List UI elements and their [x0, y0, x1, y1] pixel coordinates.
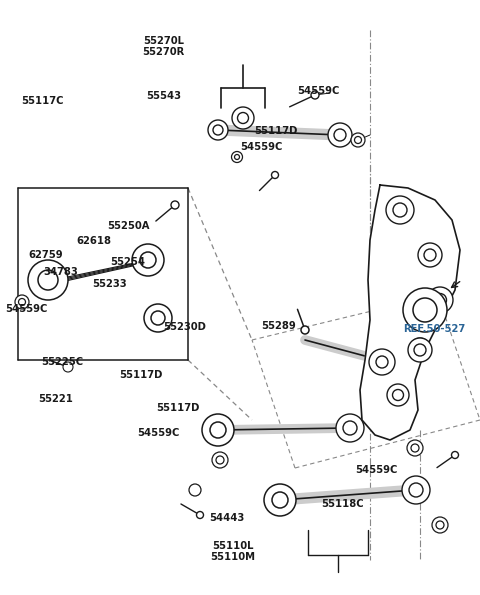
Text: 55118C: 55118C: [322, 499, 364, 509]
Circle shape: [343, 421, 357, 435]
Circle shape: [393, 203, 407, 217]
Circle shape: [393, 390, 404, 400]
Circle shape: [436, 521, 444, 529]
Text: 55110L
55110M: 55110L 55110M: [210, 541, 255, 562]
Circle shape: [19, 299, 25, 305]
Circle shape: [409, 483, 423, 497]
Circle shape: [311, 91, 319, 99]
Circle shape: [212, 452, 228, 468]
Circle shape: [408, 338, 432, 362]
Circle shape: [452, 452, 458, 459]
Text: 55221: 55221: [38, 394, 72, 403]
Circle shape: [407, 440, 423, 456]
Circle shape: [232, 107, 254, 129]
Polygon shape: [360, 185, 460, 440]
Circle shape: [414, 344, 426, 356]
Circle shape: [196, 512, 204, 518]
Text: 55117D: 55117D: [156, 403, 199, 414]
Circle shape: [144, 304, 172, 332]
Text: 54443: 54443: [209, 513, 244, 522]
Circle shape: [415, 343, 425, 353]
Circle shape: [427, 287, 453, 313]
Text: 55117D: 55117D: [254, 126, 298, 136]
Text: 55117D: 55117D: [119, 370, 162, 380]
Circle shape: [38, 270, 58, 290]
Circle shape: [355, 136, 361, 143]
Circle shape: [272, 492, 288, 508]
Circle shape: [216, 456, 224, 464]
Text: 55233: 55233: [92, 278, 127, 289]
Circle shape: [328, 123, 352, 147]
Text: REF.50-527: REF.50-527: [403, 324, 466, 334]
Text: 34783: 34783: [43, 267, 78, 277]
Text: 55289: 55289: [262, 321, 296, 331]
Text: 54559C: 54559C: [355, 465, 397, 475]
Text: 62618: 62618: [76, 236, 111, 246]
Text: 54559C: 54559C: [137, 428, 180, 439]
Circle shape: [433, 293, 446, 306]
Circle shape: [410, 338, 430, 358]
Circle shape: [132, 244, 164, 276]
Text: 55270L
55270R: 55270L 55270R: [142, 36, 184, 57]
Circle shape: [403, 288, 447, 332]
Circle shape: [208, 120, 228, 140]
Circle shape: [28, 260, 68, 300]
Circle shape: [424, 249, 436, 261]
Text: 55254: 55254: [110, 256, 144, 267]
Circle shape: [369, 349, 395, 375]
Circle shape: [140, 252, 156, 268]
Circle shape: [418, 243, 442, 267]
Circle shape: [213, 125, 223, 135]
Text: 54559C: 54559C: [298, 86, 340, 96]
Circle shape: [151, 311, 165, 325]
Circle shape: [171, 201, 179, 209]
Circle shape: [301, 326, 309, 334]
Circle shape: [63, 362, 73, 372]
Circle shape: [336, 414, 364, 442]
Text: 55250A: 55250A: [108, 221, 150, 231]
Circle shape: [386, 196, 414, 224]
Circle shape: [64, 364, 72, 371]
Circle shape: [376, 356, 388, 368]
Text: 55230D: 55230D: [163, 322, 206, 332]
Circle shape: [264, 484, 296, 516]
Circle shape: [235, 155, 240, 159]
Circle shape: [334, 129, 346, 141]
Circle shape: [231, 152, 242, 162]
Text: 62759: 62759: [29, 250, 63, 259]
Circle shape: [402, 476, 430, 504]
Circle shape: [351, 133, 365, 147]
Circle shape: [432, 517, 448, 533]
Circle shape: [413, 298, 437, 322]
Circle shape: [272, 171, 278, 178]
Circle shape: [202, 414, 234, 446]
Text: 55117C: 55117C: [21, 96, 63, 106]
Text: 54559C: 54559C: [5, 305, 47, 314]
Circle shape: [411, 444, 419, 452]
Circle shape: [210, 422, 226, 438]
Text: 55543: 55543: [146, 91, 180, 101]
Circle shape: [387, 384, 409, 406]
Circle shape: [189, 484, 201, 496]
Circle shape: [238, 112, 249, 124]
Text: 55225C: 55225C: [41, 357, 84, 367]
Text: 54559C: 54559C: [240, 142, 282, 152]
Circle shape: [15, 295, 29, 309]
